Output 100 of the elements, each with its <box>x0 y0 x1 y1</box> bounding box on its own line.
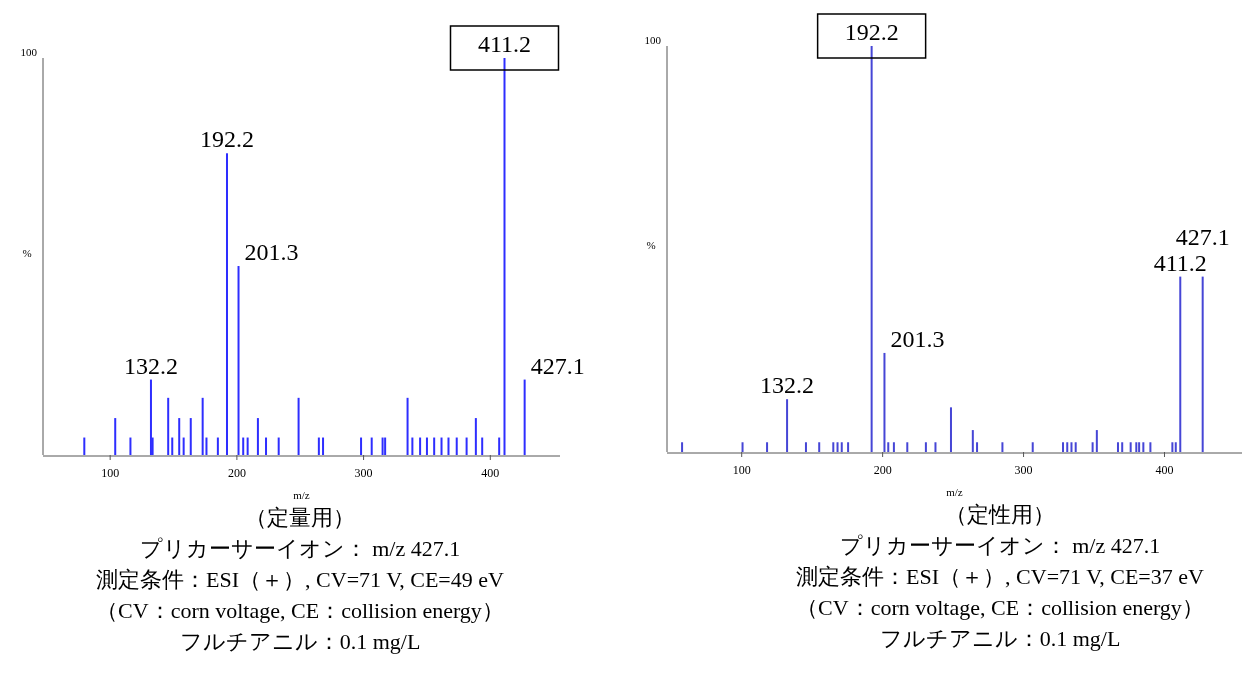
bar <box>322 437 325 455</box>
bar <box>474 418 477 455</box>
bar <box>766 442 769 452</box>
bar <box>1149 442 1152 452</box>
bar <box>1201 276 1204 452</box>
bar <box>297 397 300 455</box>
bar <box>149 379 152 455</box>
bar <box>1031 442 1034 452</box>
annotation: 192.2 <box>199 126 254 153</box>
x-tick-label: 100 <box>732 463 751 477</box>
bar <box>883 352 886 452</box>
bar <box>1091 442 1094 452</box>
bar <box>818 442 821 452</box>
bar <box>447 437 450 455</box>
bar <box>256 418 259 455</box>
x-tick-label: 400 <box>481 466 500 480</box>
bar <box>455 437 458 455</box>
annotation: 427.1 <box>530 352 585 379</box>
bar <box>786 399 789 452</box>
y-axis-title: % <box>22 246 32 259</box>
bar <box>425 437 428 455</box>
annotation: 427.1 <box>1175 223 1230 250</box>
annotation: 201.3 <box>890 325 945 352</box>
bar <box>167 397 170 455</box>
bar <box>277 437 280 455</box>
annotation: 411.2 <box>1153 249 1207 276</box>
x-tick-label: 200 <box>227 466 246 480</box>
bar <box>83 437 86 455</box>
bar <box>887 442 890 452</box>
bar <box>178 418 181 455</box>
bar <box>242 437 245 455</box>
x-tick-label: 100 <box>101 466 120 480</box>
bar <box>971 430 974 452</box>
text: （CV：corn voltage, CE：collision energy） <box>96 598 504 623</box>
bar <box>1074 442 1077 452</box>
bar <box>237 266 240 455</box>
text: 測定条件：ESI（＋）, CV=71 V, CE=37 eV <box>796 564 1205 589</box>
text: フルチアニル：0.1 mg/L <box>879 626 1121 651</box>
bar <box>1135 442 1138 452</box>
x-tick-label: 300 <box>354 466 373 480</box>
bar <box>381 437 384 455</box>
bar <box>440 437 443 455</box>
text: フルチアニル：0.1 mg/L <box>179 629 421 654</box>
text: （定量用） <box>245 505 355 530</box>
bar <box>129 437 132 455</box>
bar <box>246 437 249 455</box>
text: 100 <box>20 46 38 58</box>
bar <box>265 437 268 455</box>
bar <box>1171 442 1174 452</box>
text: （定性用） <box>945 502 1055 527</box>
annotation: 411.2 <box>477 31 532 57</box>
bar <box>870 46 873 452</box>
bar <box>1129 442 1132 452</box>
bar <box>411 437 414 455</box>
bar <box>523 379 526 455</box>
bar <box>370 437 373 455</box>
bar <box>1001 442 1004 452</box>
text: （CV：corn voltage, CE：collision energy） <box>796 595 1204 620</box>
x-tick-label: 400 <box>1155 463 1174 477</box>
annotation: 132.2 <box>760 372 815 399</box>
bar <box>934 442 937 452</box>
bar <box>892 442 895 452</box>
text: プリカーサーイオン： m/z 427.1 <box>139 536 461 561</box>
bar <box>201 397 204 455</box>
x-axis-title: m/z <box>293 489 310 501</box>
bar <box>741 442 744 452</box>
bar <box>949 407 952 452</box>
bar <box>465 437 468 455</box>
bar <box>836 442 839 452</box>
bar <box>384 437 387 455</box>
text: プリカーサーイオン： m/z 427.1 <box>839 533 1161 558</box>
bar <box>182 437 185 455</box>
bar <box>976 442 979 452</box>
bar <box>317 437 320 455</box>
bar <box>419 437 422 455</box>
bar <box>114 418 117 455</box>
x-tick-label: 200 <box>873 463 892 477</box>
bar <box>1179 276 1182 452</box>
bar <box>1174 442 1177 452</box>
annotation: 192.2 <box>844 19 899 45</box>
bar <box>847 442 850 452</box>
bar <box>1121 442 1124 452</box>
bar <box>924 442 927 452</box>
bar <box>360 437 363 455</box>
bar <box>503 58 506 455</box>
bar <box>216 437 219 455</box>
bar <box>433 437 436 455</box>
annotation: 201.3 <box>244 239 299 266</box>
text: 100 <box>644 34 662 46</box>
bar <box>189 418 192 455</box>
bar <box>681 442 684 452</box>
text: 測定条件：ESI（＋）, CV=71 V, CE=49 eV <box>96 567 505 592</box>
x-axis-title: m/z <box>946 486 963 498</box>
bar <box>804 442 807 452</box>
bar <box>406 397 409 455</box>
bar <box>840 442 843 452</box>
bar <box>832 442 835 452</box>
bar <box>1116 442 1119 452</box>
bar <box>906 442 909 452</box>
bar <box>1142 442 1145 452</box>
